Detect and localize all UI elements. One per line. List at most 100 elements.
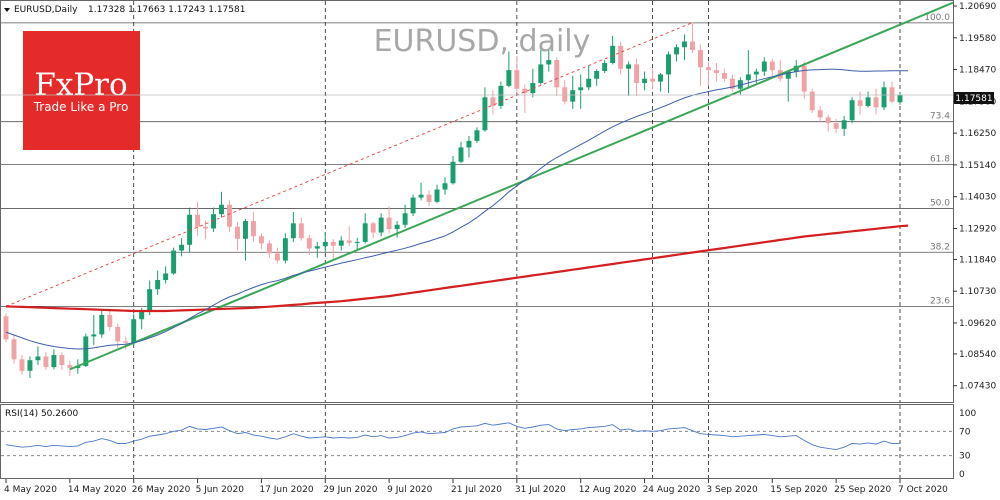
candle (99, 309, 105, 338)
candle-body (91, 334, 97, 337)
candle (59, 352, 65, 370)
candle (881, 81, 887, 111)
x-tick-label: 12 Aug 2020 (579, 485, 637, 495)
candle-body (139, 310, 145, 320)
candle-body (298, 223, 304, 239)
candle-body (785, 71, 791, 79)
candle-body (737, 80, 743, 89)
candle (386, 206, 392, 234)
candle-body (43, 356, 49, 368)
ohlc-values: 1.17328 1.17663 1.17243 1.17581 (88, 5, 245, 15)
rsi-tick-label: 30 (959, 452, 971, 462)
symbol-dropdown-icon[interactable] (4, 8, 10, 12)
candle (522, 84, 528, 114)
candle-body (442, 183, 448, 190)
y-tick-label: 1.12920 (959, 224, 996, 234)
candle (458, 141, 464, 164)
candle (769, 58, 775, 76)
candle (306, 234, 312, 255)
candle-body (650, 78, 656, 82)
rsi-panel-frame (0, 404, 954, 479)
y-tick-label: 1.18470 (959, 66, 996, 76)
candle-body (578, 87, 584, 91)
candle-body (745, 74, 751, 81)
candle (418, 182, 424, 201)
chart-header: EURUSD,Daily 1.17328 1.17663 1.17243 1.1… (4, 5, 245, 15)
x-tick-label: 3 Sep 2020 (706, 485, 758, 495)
candle-body (370, 223, 376, 233)
candle-body (195, 214, 201, 227)
candle-body (849, 100, 855, 121)
candle-body (817, 110, 823, 118)
candle (43, 352, 49, 370)
candle-body (586, 78, 592, 88)
chart-watermark: EURUSD, daily (374, 24, 591, 59)
candle-body (346, 240, 352, 243)
candle-body (570, 90, 576, 102)
candle-body (59, 355, 65, 366)
candle (19, 355, 25, 375)
price-panel-frame (0, 0, 954, 403)
candle-body (554, 60, 560, 88)
candle (250, 211, 256, 242)
candle-body (27, 360, 33, 371)
candle-body (51, 355, 57, 368)
candle (179, 238, 185, 257)
candle (282, 233, 288, 264)
candle (705, 61, 711, 86)
candle-body (466, 140, 472, 148)
candle (666, 51, 671, 94)
candle (370, 221, 376, 238)
candle-body (274, 253, 280, 261)
candle-body (11, 339, 17, 360)
candle-body (410, 197, 416, 214)
candle (354, 237, 360, 250)
candle (642, 71, 648, 91)
candle-body (107, 314, 113, 327)
y-tick-label: 1.09620 (959, 319, 996, 329)
candle-body (809, 91, 815, 111)
candle-body (689, 41, 695, 51)
candlesticks (3, 22, 903, 378)
indicator-lines (1, 1, 954, 371)
fibonacci-levels: 100.0 73.4 61.8 50.0 38.2 23.6 (1, 13, 953, 307)
candle-body (250, 221, 256, 237)
candle (195, 201, 201, 237)
y-tick-label: 1.07430 (959, 382, 996, 392)
candle (626, 61, 632, 96)
candle (266, 240, 272, 258)
candle (11, 335, 17, 364)
candle (634, 58, 640, 96)
candle (434, 184, 440, 204)
candle-body (865, 97, 871, 106)
candle (394, 221, 400, 238)
logo-background (23, 31, 140, 150)
candle-body (761, 61, 767, 72)
candle-body (450, 161, 456, 184)
candle (538, 50, 544, 85)
logo-tagline: Trade Like a Pro (33, 100, 129, 114)
candle (697, 44, 703, 86)
candle-body (147, 289, 153, 311)
candle-body (155, 280, 161, 290)
candle (817, 105, 823, 122)
candle (115, 323, 121, 348)
candle-body (314, 246, 320, 249)
fib-label-73.4: 73.4 (930, 112, 950, 122)
x-tick-label: 29 Jun 2020 (323, 485, 377, 495)
candle (721, 68, 727, 82)
candle (474, 127, 480, 144)
logo-name: FxPro (34, 67, 127, 103)
candle (51, 349, 57, 370)
current-price-background (954, 92, 994, 104)
candle (785, 71, 791, 102)
date-axis: 4 May 2020 14 May 2020 26 May 2020 5 Jun 20… (4, 479, 948, 495)
candle-body (825, 117, 831, 124)
rsi-tick-label: 0 (959, 470, 965, 480)
candle (290, 211, 296, 242)
y-tick-label: 1.08540 (959, 350, 996, 360)
fib-label-50.0: 50.0 (930, 198, 950, 208)
candle-body (235, 226, 240, 239)
